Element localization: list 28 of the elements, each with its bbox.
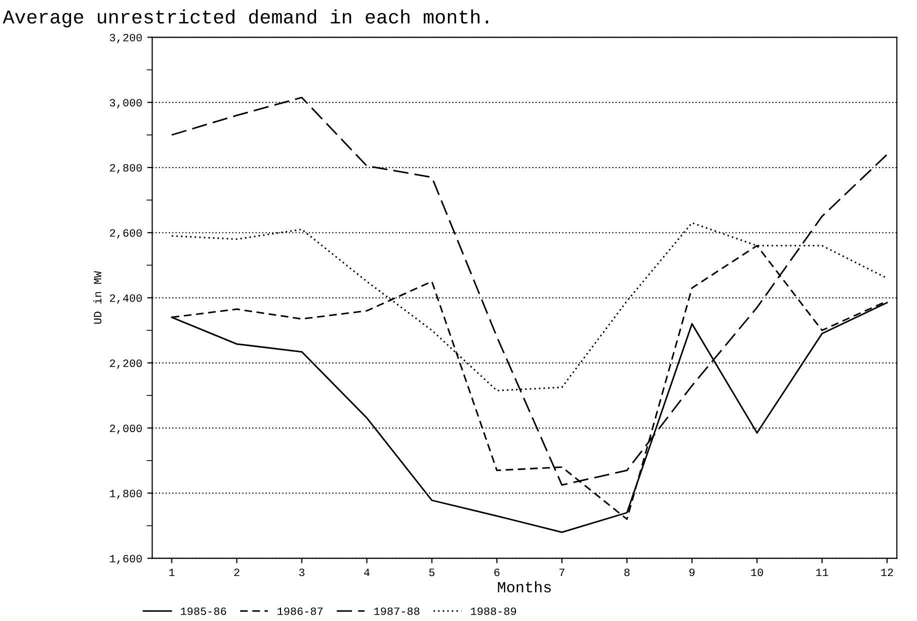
y-tick-label: 1,600: [110, 554, 142, 564]
x-axis-title: Months: [498, 581, 551, 592]
x-tick-label: 11: [816, 568, 828, 576]
x-tick-label: 12: [881, 568, 893, 576]
x-tick-label: 4: [364, 568, 370, 576]
x-tick-label: 6: [494, 568, 500, 576]
y-tick-label: 3,200: [110, 34, 142, 44]
chart-title: Average unrestricted demand in each month.: [2, 9, 488, 28]
x-tick-label: 1: [169, 568, 175, 576]
x-tick-label: 9: [689, 568, 695, 576]
legend-label: 1985-86: [180, 607, 226, 616]
legend-label: 1988-89: [470, 607, 516, 616]
x-tick-label: 8: [624, 568, 630, 576]
x-tick-label: 3: [299, 568, 304, 576]
legend-label: 1987-88: [374, 607, 420, 616]
y-tick-label: 2,800: [110, 164, 142, 174]
y-tick-label: 1,800: [110, 490, 142, 500]
y-tick-label: 3,000: [110, 98, 142, 108]
y-tick-label: 2,200: [110, 359, 142, 369]
x-tick-label: 5: [429, 568, 434, 576]
x-tick-label: 2: [234, 568, 240, 576]
legend-label: 1986-87: [278, 607, 323, 616]
x-tick-label: 10: [751, 568, 763, 576]
x-tick-label: 7: [559, 568, 564, 576]
y-tick-label: 2,400: [110, 294, 142, 304]
y-axis-title: UD in MW: [93, 271, 102, 324]
y-tick-label: 2,600: [110, 229, 142, 239]
y-tick-label: 2,000: [110, 424, 142, 434]
